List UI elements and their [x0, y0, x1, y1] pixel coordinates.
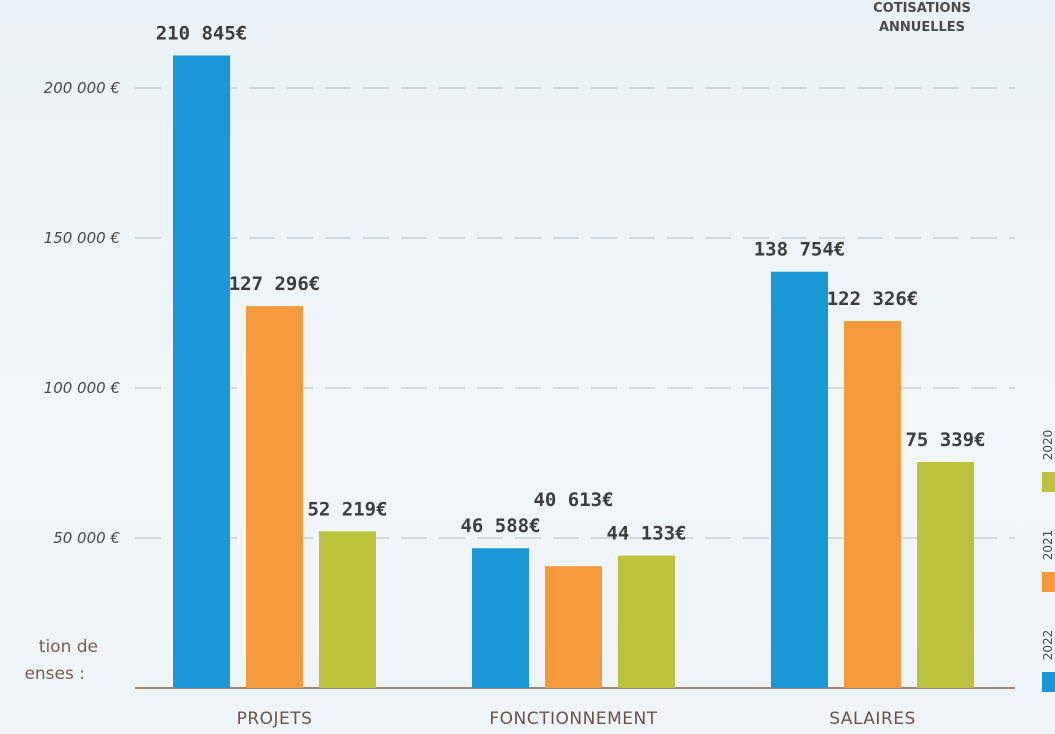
y-tick-label: 150 000 € — [44, 229, 121, 247]
value-label: 40 613€ — [533, 489, 613, 511]
bar — [319, 531, 376, 688]
value-label: 44 133€ — [606, 523, 686, 545]
value-label: 122 326€ — [827, 288, 919, 310]
value-label: 138 754€ — [754, 239, 846, 261]
legend-swatch — [1042, 572, 1055, 592]
y-tick-label: 50 000 € — [53, 529, 120, 547]
bar — [618, 556, 675, 688]
y-tick-label: 100 000 € — [44, 379, 121, 397]
bar — [917, 462, 974, 688]
bar — [771, 272, 828, 688]
legend-label: 2022 — [1041, 630, 1055, 661]
y-tick-label: 200 000 € — [44, 79, 121, 97]
heading: COTISATIONS — [873, 1, 971, 16]
value-label: 75 339€ — [905, 429, 985, 451]
bar — [844, 321, 901, 688]
chart: COTISATIONS ANNUELLES tion de enses : 50… — [0, 0, 1055, 734]
legend-label: 2021 — [1041, 530, 1055, 561]
value-label: 210 845€ — [156, 22, 248, 44]
value-label: 46 588€ — [460, 515, 540, 537]
value-label: 52 219€ — [307, 498, 387, 520]
x-tick-label: FONCTIONNEMENT — [489, 709, 657, 729]
side-text: tion de — [39, 637, 98, 657]
legend-swatch — [1042, 672, 1055, 692]
bar — [545, 566, 602, 688]
side-text: enses : — [24, 664, 85, 684]
heading: ANNUELLES — [879, 20, 965, 35]
legend-swatch — [1042, 472, 1055, 492]
page: {"chart_data": {"type": "bar", "annotati… — [0, 0, 1055, 734]
x-tick-label: SALAIRES — [829, 709, 916, 729]
bar — [472, 548, 529, 688]
bar — [246, 306, 303, 688]
bar — [173, 55, 230, 688]
value-label: 127 296€ — [229, 273, 321, 295]
x-tick-label: PROJETS — [237, 709, 313, 729]
legend-label: 2020 — [1041, 430, 1055, 461]
